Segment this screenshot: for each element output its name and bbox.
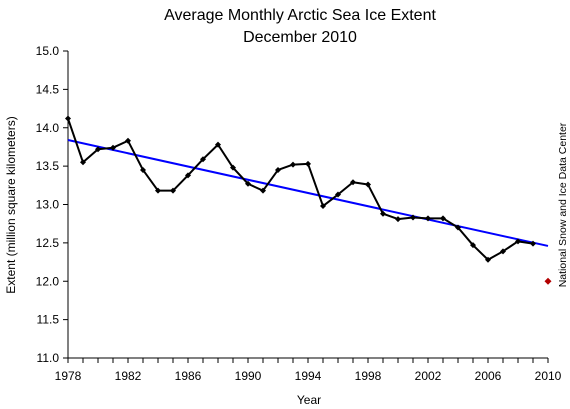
data-point [155,187,161,194]
x-tick-label: 2010 [535,369,562,383]
data-point [350,179,356,186]
data-point [110,144,116,151]
series-line [67,118,534,261]
data-point [320,203,326,210]
plot-area: 11.0 11.5 12.0 12.5 13.0 13.5 14.0 14.5 15.0 1978… [36,44,562,383]
y-tick-label: 14.0 [36,121,60,135]
y-tick-label: 11.0 [37,351,60,365]
data-point [425,215,431,222]
data-point [185,172,191,179]
data-point [290,161,296,168]
data-point [215,141,221,148]
data-point [410,214,416,221]
data-point [245,180,251,187]
data-point [230,164,236,171]
y-tick-label: 12.0 [36,274,60,288]
y-axis-title: Extent (million square kilometers) [4,116,18,293]
x-tick-label: 1986 [175,369,202,383]
data-point [65,115,71,122]
data-point [275,166,281,173]
highlight-point [544,277,552,285]
data-point [500,248,506,255]
x-axis-title: Year [297,393,321,407]
data-source-credit: National Snow and Ice Data Center [557,122,569,287]
data-point [365,181,371,188]
x-tick-label: 2002 [415,369,442,383]
data-point [380,210,386,217]
y-tick-label: 13.0 [36,198,60,212]
x-tick-label: 1998 [355,369,382,383]
data-point [485,256,491,263]
x-tick-label: 1978 [55,369,82,383]
x-tick-label: 1982 [115,369,142,383]
y-tick-label: 12.5 [36,236,60,250]
data-point [335,191,341,198]
y-tick-label: 13.5 [36,159,60,173]
x-tick-label: 1990 [235,369,262,383]
data-point [530,240,536,247]
data-point [140,166,146,173]
y-tick-label: 14.5 [36,82,60,96]
x-tick-label: 2006 [475,369,502,383]
data-point [395,216,401,223]
y-tick-label: 15.0 [36,44,60,58]
data-point [125,137,131,144]
trend-line [67,139,549,247]
y-tick-label: 11.5 [37,313,60,327]
data-point [80,159,86,166]
data-point [455,224,461,231]
chart-subtitle: December 2010 [243,29,357,46]
data-point [440,215,446,222]
data-point [260,187,266,194]
data-point [305,160,311,167]
data-point [95,146,101,153]
chart-title: Average Monthly Arctic Sea Ice Extent [164,7,436,24]
data-point [200,156,206,163]
data-point [470,242,476,249]
data-point [170,187,176,194]
x-tick-label: 1994 [295,369,322,383]
data-point [515,238,521,245]
